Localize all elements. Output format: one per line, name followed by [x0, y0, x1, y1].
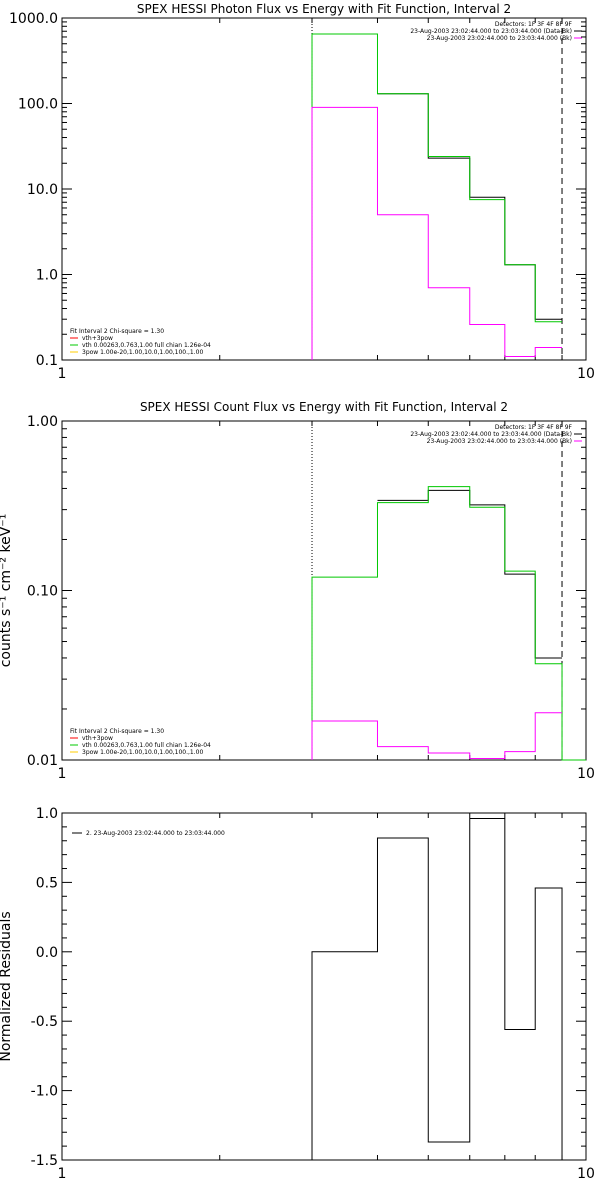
- x-tick-label: 1: [58, 766, 67, 782]
- y-axis-label: Normalized Residuals: [0, 911, 14, 1061]
- legend-top-right-item: 23-Aug-2003 23:02:44.000 to 23:03:44.000…: [427, 35, 572, 42]
- x-tick-label: 1: [58, 1166, 67, 1182]
- y-tick-label: 0.01: [27, 753, 58, 769]
- series-data: [377, 489, 563, 659]
- plot-frame: [61, 420, 587, 761]
- y-tick-label: 1.00: [27, 414, 58, 430]
- plot-frame: [61, 17, 587, 361]
- y-tick-label: 0.0: [36, 945, 58, 961]
- x-tick-label: 10: [577, 1166, 595, 1182]
- legend-bottom-left-item: vth 0.00263,0.763,1.00 full chian 1.26e-…: [82, 342, 211, 349]
- x-tick-label: 10: [577, 766, 595, 782]
- legend-bottom-left-item: 3pow 1.00e-20,1.00,10.0,1.00,100.,1.00: [82, 749, 203, 756]
- series-vth+3pow: [311, 486, 586, 761]
- x-tick-label: 10: [577, 366, 595, 382]
- y-tick-label: -1.5: [31, 1153, 58, 1169]
- chart-title: SPEX HESSI Count Flux vs Energy with Fit…: [140, 400, 508, 414]
- chart-panel-3: 1 10 1.0 0.5 0.0 -0.5 -1.0 -1.5 Normalized Resid…: [0, 806, 595, 1182]
- series-background: [311, 712, 563, 760]
- legend-top-right-item: 23-Aug-2003 23:02:44.000 to 23:03:44.000…: [410, 431, 572, 438]
- y-tick-label: -0.5: [31, 1014, 58, 1030]
- legend-top-right-item: Detectors: 1F 3F 4F 8F 9F: [495, 424, 573, 431]
- series-residuals: [311, 818, 563, 1160]
- y-tick-label: 100.0: [18, 97, 58, 113]
- legend-bottom-left-item: Fit Interval 2 Chi-square = 1.30: [70, 328, 164, 335]
- y-axis-label: counts s⁻¹ cm⁻² keV⁻¹: [0, 514, 14, 668]
- series-background: [311, 106, 563, 360]
- y-tick-label: 10.0: [27, 182, 58, 198]
- y-tick-label: 0.5: [36, 875, 58, 891]
- y-tick-label: 0.1: [36, 353, 58, 369]
- y-tick-label: 1000.0: [9, 11, 58, 27]
- y-tick-label: -1.0: [31, 1084, 58, 1100]
- legend-bottom-left-item: vth+3pow: [82, 335, 113, 342]
- chart-title: SPEX HESSI Photon Flux vs Energy with Fi…: [137, 2, 511, 16]
- legend-bottom-left-item: Fit Interval 2 Chi-square = 1.30: [70, 728, 164, 735]
- legend-bottom-left-item: 3pow 1.00e-20,1.00,10.0,1.00,100.,1.00: [82, 349, 203, 356]
- legend-bottom-left-item: vth 0.00263,0.763,1.00 full chian 1.26e-…: [82, 742, 211, 749]
- y-tick-label: 1.0: [36, 806, 58, 822]
- series-vth+3pow: [311, 33, 563, 360]
- x-tick-label: 1: [58, 366, 67, 382]
- plot-frame: [61, 812, 587, 1161]
- legend-top-right-item: Detectors: 1F 3F 4F 8F 9F: [495, 21, 573, 28]
- legend-top-left-item: 2. 23-Aug-2003 23:02:44.000 to 23:03:44.…: [86, 830, 225, 837]
- chart-panel-2: SPEX HESSI Count Flux vs Energy with Fit…: [0, 400, 595, 782]
- legend-bottom-left-item: vth+3pow: [82, 735, 113, 742]
- chart-panel-1: SPEX HESSI Photon Flux vs Energy with Fi…: [9, 2, 595, 382]
- y-tick-label: 1.0: [36, 268, 58, 284]
- legend-top-right-item: 23-Aug-2003 23:02:44.000 to 23:03:44.000…: [427, 438, 572, 445]
- series-data: [377, 93, 563, 320]
- legend-top-right-item: 23-Aug-2003 23:02:44.000 to 23:03:44.000…: [410, 28, 572, 35]
- y-tick-label: 0.10: [27, 584, 58, 600]
